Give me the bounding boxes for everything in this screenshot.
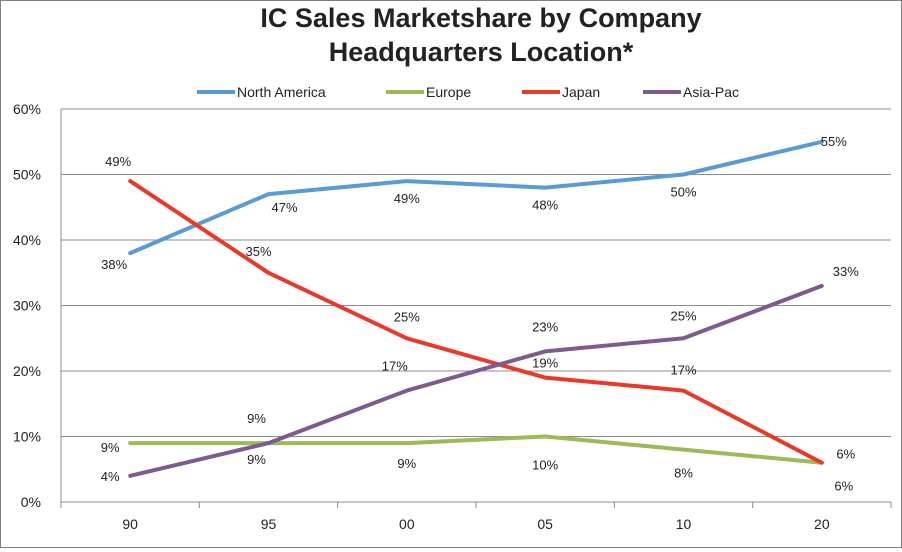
y-tick-label: 30% [13, 298, 41, 314]
x-tick-label: 10 [676, 516, 692, 532]
legend-label-north-america: North America [237, 84, 326, 100]
data-label-japan: 49% [105, 154, 131, 169]
chart-series [128, 139, 824, 478]
y-tick-label: 10% [13, 429, 41, 445]
x-tick-label: 20 [814, 516, 830, 532]
data-label-europe: 10% [532, 458, 558, 473]
y-tick-label: 0% [21, 494, 41, 510]
y-tick-label: 40% [13, 232, 41, 248]
data-label-north-america: 49% [394, 191, 420, 206]
y-tick-label: 50% [13, 167, 41, 183]
data-label-asia-pac: 9% [247, 411, 266, 426]
chart-axes: 0% 10% 20% 30% 40% 50% 60% 90 95 00 05 10 20 [13, 101, 892, 532]
series-line-japan [128, 179, 824, 465]
chart-data-labels: 38% 47% 49% 48% 50% 55% 9% 9% 9% 10% 8% 6% 49% 35% 25%… [101, 134, 859, 494]
x-tick-label: 00 [399, 516, 415, 532]
data-label-japan: 17% [670, 363, 696, 378]
legend-label-europe: Europe [426, 84, 471, 100]
data-label-europe: 6% [834, 479, 853, 494]
chart-legend: North America Europe Japan Asia-Pac [197, 84, 739, 100]
chart-title-line-2: Headquarters Location* [329, 37, 634, 67]
data-label-north-america: 48% [532, 198, 558, 213]
data-label-japan: 35% [245, 244, 271, 259]
data-label-japan: 6% [836, 447, 855, 462]
data-label-asia-pac: 23% [532, 319, 558, 334]
data-label-asia-pac: 25% [670, 308, 696, 323]
series-line-asia-pac [128, 283, 824, 478]
data-label-europe: 9% [101, 440, 120, 455]
data-label-europe: 9% [247, 452, 266, 467]
data-label-north-america: 38% [101, 257, 127, 272]
series-line-north-america [128, 139, 824, 256]
legend-label-japan: Japan [562, 84, 600, 100]
data-label-europe: 8% [674, 466, 693, 481]
y-tick-label: 20% [13, 363, 41, 379]
data-label-japan: 19% [532, 356, 558, 371]
data-label-asia-pac: 4% [101, 469, 120, 484]
legend-label-asia-pac: Asia-Pac [683, 84, 739, 100]
x-tick-label: 05 [537, 516, 553, 532]
data-label-asia-pac: 17% [382, 359, 408, 374]
data-label-asia-pac: 33% [833, 264, 859, 279]
data-label-japan: 25% [394, 309, 420, 324]
x-tick-label: 95 [261, 516, 277, 532]
series-line-europe [128, 434, 824, 465]
x-tick-label: 90 [122, 516, 138, 532]
chart-title-line-1: IC Sales Marketshare by Company [260, 3, 701, 33]
y-tick-label: 60% [13, 101, 41, 117]
data-label-north-america: 47% [271, 200, 297, 215]
data-label-north-america: 50% [670, 185, 696, 200]
chart-gridlines [61, 108, 891, 437]
data-label-north-america: 55% [821, 134, 847, 149]
data-label-europe: 9% [397, 456, 416, 471]
